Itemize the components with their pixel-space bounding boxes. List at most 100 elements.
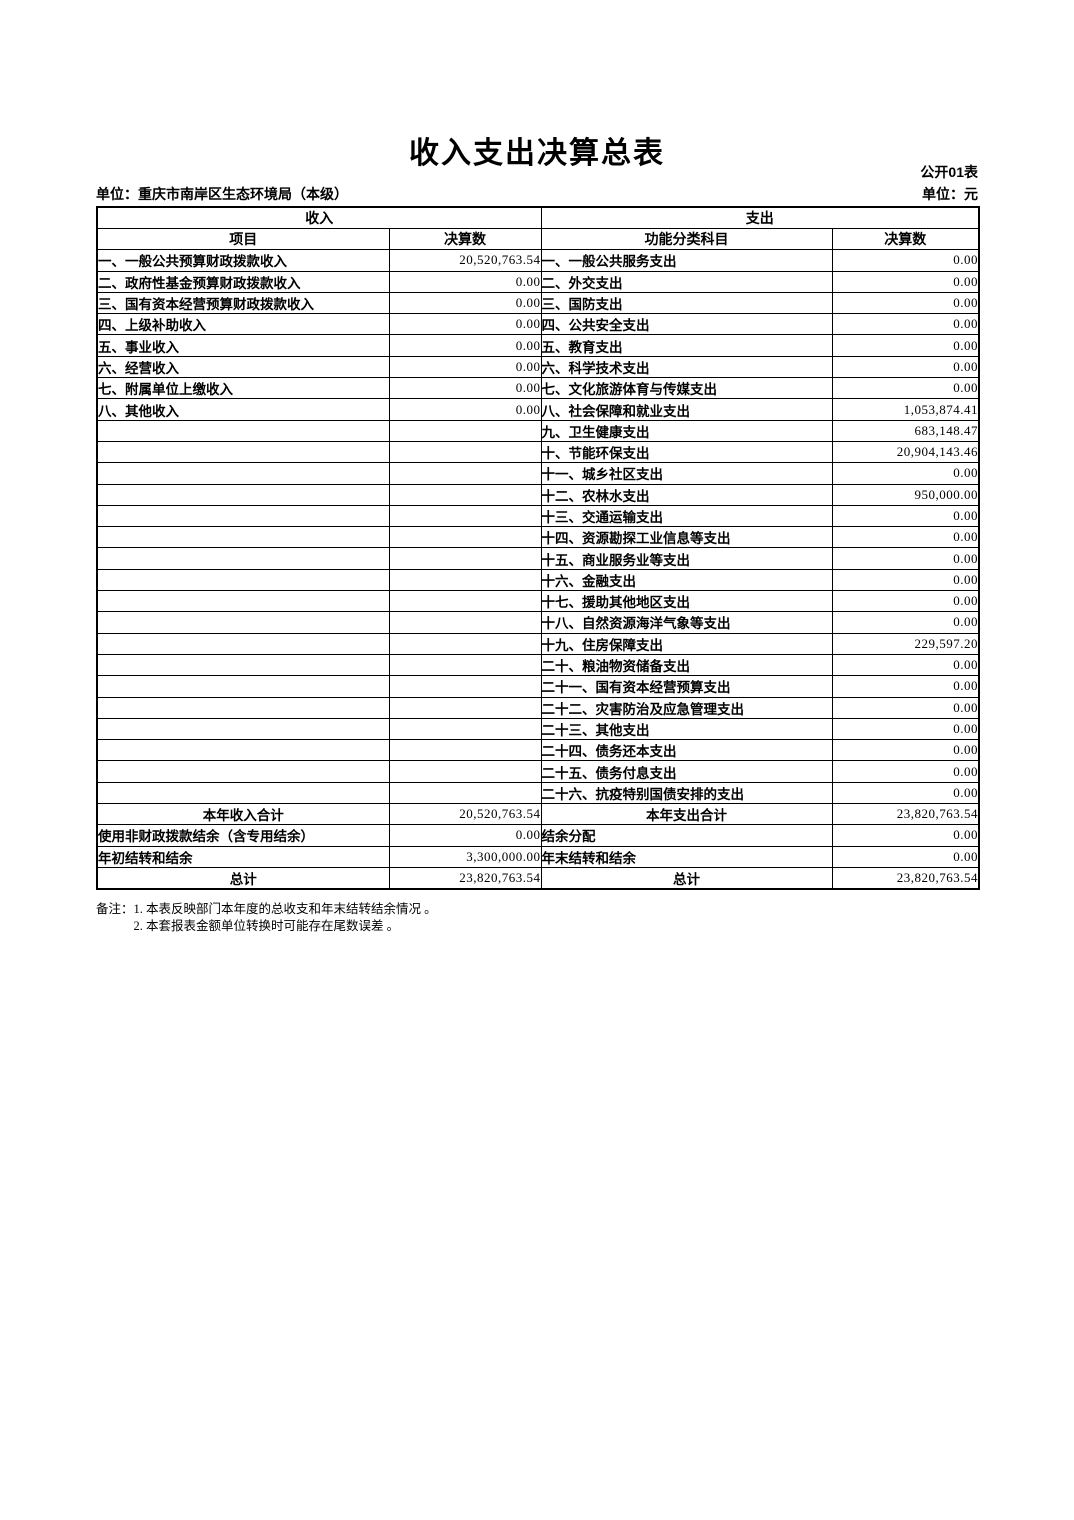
table-row: 四、上级补助收入 0.00 四、公共安全支出 0.00 — [96, 313, 980, 336]
income-amount-cell — [388, 568, 542, 592]
income-amount-cell — [388, 526, 542, 549]
table-row: 二十四、债务还本支出 0.00 — [96, 739, 980, 762]
table-row: 十二、农林水支出 950,000.00 — [96, 483, 980, 506]
income-amount-cell: 0.00 — [388, 334, 542, 357]
summary-row-grand-total: 总计 23,820,763.54 总计 23,820,763.54 — [96, 866, 980, 890]
income-amount-cell — [388, 760, 542, 783]
income-item-cell — [96, 504, 390, 528]
col-header-expense-item: 功能分类科目 — [540, 227, 833, 251]
notes-lines: 1. 本表反映部门本年度的总收支和年末结转结余情况 。 2. 本套报表金额单位转… — [134, 901, 437, 935]
expense-amount-cell: 1,053,874.41 — [831, 398, 980, 421]
income-item-cell — [96, 611, 390, 634]
income-amount-cell: 0.00 — [388, 398, 542, 421]
expense-item-cell: 八、社会保障和就业支出 — [540, 398, 833, 421]
expense-item-cell: 三、国防支出 — [540, 291, 833, 315]
income-item-cell — [96, 675, 390, 698]
income-amount-cell: 20,520,763.54 — [388, 249, 542, 272]
expense-amount-cell: 0.00 — [831, 717, 980, 741]
income-amount-cell — [388, 462, 542, 485]
expense-amount-cell: 0.00 — [831, 675, 980, 698]
data-rows: 一、一般公共预算财政拨款收入 20,520,763.54 一、一般公共服务支出 … — [96, 249, 980, 805]
col-header-income-amount: 决算数 — [388, 227, 542, 251]
income-amount-cell — [388, 547, 542, 570]
expense-item-cell: 五、教育支出 — [540, 334, 833, 357]
summary-row-nonfiscal: 使用非财政拨款结余（含专用结余） 0.00 结余分配 0.00 — [96, 824, 980, 847]
expense-amount-cell: 0.00 — [831, 781, 980, 805]
expense-item-cell: 二十二、灾害防治及应急管理支出 — [540, 696, 833, 719]
distribution-label-cell: 结余分配 — [540, 824, 833, 847]
income-amount-cell: 0.00 — [388, 270, 542, 293]
org-unit-label: 单位：重庆市南岸区生态环境局（本级） — [96, 186, 348, 202]
income-item-cell: 七、附属单位上缴收入 — [96, 377, 390, 400]
expense-amount-cell: 0.00 — [831, 590, 980, 613]
table-row: 二十五、债务付息支出 0.00 — [96, 760, 980, 783]
expense-item-cell: 十二、农林水支出 — [540, 483, 833, 506]
table-row: 十八、自然资源海洋气象等支出 0.00 — [96, 611, 980, 634]
currency-unit-label: 单位：元 — [922, 186, 978, 202]
expense-item-cell: 十七、援助其他地区支出 — [540, 590, 833, 613]
expense-item-cell: 十六、金融支出 — [540, 568, 833, 592]
income-item-cell — [96, 781, 390, 805]
expense-item-cell: 一、一般公共服务支出 — [540, 249, 833, 272]
income-grand-total-value-cell: 23,820,763.54 — [388, 866, 542, 890]
income-amount-cell — [388, 717, 542, 741]
expense-amount-cell: 0.00 — [831, 547, 980, 570]
table-row: 十五、商业服务业等支出 0.00 — [96, 547, 980, 570]
expense-amount-cell: 0.00 — [831, 313, 980, 336]
table-row: 六、经营收入 0.00 六、科学技术支出 0.00 — [96, 355, 980, 379]
table-row: 二十二、灾害防治及应急管理支出 0.00 — [96, 696, 980, 719]
income-grand-total-label-cell: 总计 — [96, 866, 390, 890]
expense-amount-cell: 0.00 — [831, 739, 980, 762]
income-amount-cell: 0.00 — [388, 355, 542, 379]
expense-amount-cell: 0.00 — [831, 462, 980, 485]
table-row: 二十六、抗疫特别国债安排的支出 0.00 — [96, 781, 980, 805]
expense-item-cell: 十五、商业服务业等支出 — [540, 547, 833, 570]
income-amount-cell: 0.00 — [388, 313, 542, 336]
expense-amount-cell: 0.00 — [831, 270, 980, 293]
table-row: 一、一般公共预算财政拨款收入 20,520,763.54 一、一般公共服务支出 … — [96, 249, 980, 272]
expense-amount-cell: 0.00 — [831, 291, 980, 315]
nonfiscal-value-cell: 0.00 — [388, 824, 542, 847]
income-item-cell — [96, 568, 390, 592]
income-item-cell — [96, 760, 390, 783]
budget-table: 收入 支出 项目 决算数 功能分类科目 决算数 一、一般公共预算财政拨款收入 2… — [96, 206, 980, 890]
page-title: 收入支出决算总表 — [409, 137, 665, 170]
income-item-cell: 二、政府性基金预算财政拨款收入 — [96, 270, 390, 293]
income-item-cell — [96, 440, 390, 464]
table-row: 十六、金融支出 0.00 — [96, 568, 980, 592]
table-row: 十四、资源勘探工业信息等支出 0.00 — [96, 526, 980, 549]
expense-amount-cell: 0.00 — [831, 334, 980, 357]
expense-item-cell: 十三、交通运输支出 — [540, 504, 833, 528]
expense-total-value-cell: 23,820,763.54 — [831, 803, 980, 826]
income-item-cell: 四、上级补助收入 — [96, 313, 390, 336]
income-item-cell — [96, 462, 390, 485]
income-item-cell: 一、一般公共预算财政拨款收入 — [96, 249, 390, 272]
income-amount-cell — [388, 675, 542, 698]
table-row: 十七、援助其他地区支出 0.00 — [96, 590, 980, 613]
expense-amount-cell: 0.00 — [831, 355, 980, 379]
expense-item-cell: 十、节能环保支出 — [540, 440, 833, 464]
table-row: 九、卫生健康支出 683,148.47 — [96, 419, 980, 442]
section-header-row: 收入 支出 — [96, 206, 980, 229]
expense-item-cell: 九、卫生健康支出 — [540, 419, 833, 442]
expense-amount-cell: 0.00 — [831, 377, 980, 400]
expense-item-cell: 六、科学技术支出 — [540, 355, 833, 379]
income-item-cell — [96, 632, 390, 655]
expense-amount-cell: 0.00 — [831, 568, 980, 592]
table-code: 公开01表 — [920, 164, 978, 180]
expense-item-cell: 二十三、其他支出 — [540, 717, 833, 741]
expense-item-cell: 七、文化旅游体育与传媒支出 — [540, 377, 833, 400]
expense-item-cell: 二十、粮油物资储备支出 — [540, 653, 833, 677]
income-amount-cell — [388, 483, 542, 506]
unit-row: 单位：重庆市南岸区生态环境局（本级） 单位：元 — [96, 184, 978, 204]
income-item-cell — [96, 590, 390, 613]
begin-carryover-value-cell: 3,300,000.00 — [388, 845, 542, 868]
expense-grand-total-value-cell: 23,820,763.54 — [831, 866, 980, 890]
income-total-label-cell: 本年收入合计 — [96, 803, 390, 826]
expense-item-cell: 十八、自然资源海洋气象等支出 — [540, 611, 833, 634]
expense-item-cell: 十四、资源勘探工业信息等支出 — [540, 526, 833, 549]
table-row: 八、其他收入 0.00 八、社会保障和就业支出 1,053,874.41 — [96, 398, 980, 421]
note-line-1: 1. 本表反映部门本年度的总收支和年末结转结余情况 。 — [133, 902, 437, 916]
income-amount-cell — [388, 781, 542, 805]
expense-amount-cell: 0.00 — [831, 696, 980, 719]
